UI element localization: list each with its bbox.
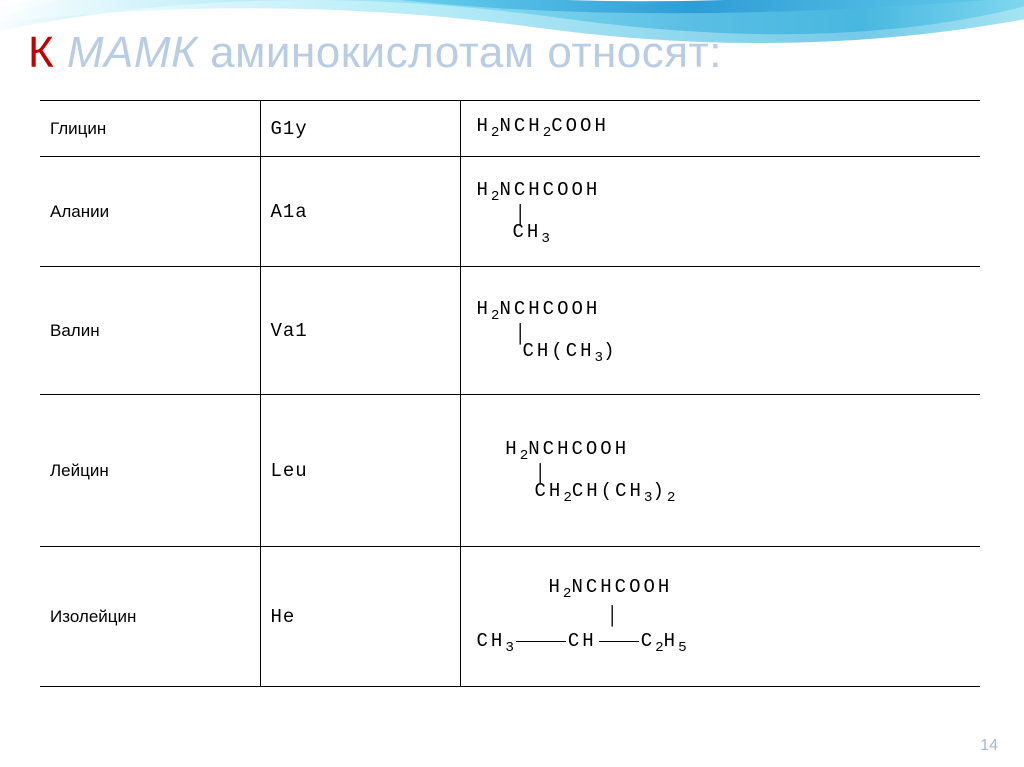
aa-name: Алании — [40, 157, 260, 267]
aa-code: Не — [260, 547, 460, 687]
aa-formula: H2NCH2COOH — [460, 101, 980, 157]
table-row: Валин Va1 H2NCHCOOH │ CH(CH3) — [40, 267, 980, 395]
aa-name: Лейцин — [40, 395, 260, 547]
aa-code: Leu — [260, 395, 460, 547]
page-number: 14 — [980, 737, 998, 755]
table-row: Изолейцин Не H2NCHCOOH │ CH3CHC2H5 — [40, 547, 980, 687]
aa-code: Va1 — [260, 267, 460, 395]
slide-title: К МАМК аминокислотам относят: — [28, 28, 722, 78]
table-row: Глицин G1y H2NCH2COOH — [40, 101, 980, 157]
aa-name: Валин — [40, 267, 260, 395]
title-part-k: К — [28, 28, 67, 77]
title-part-mamk: МАМК — [67, 28, 210, 77]
table-row: Лейцин Leu H2NCHCOOH │ CH2CH(CH3)2 — [40, 395, 980, 547]
aa-formula: H2NCHCOOH │ CH(CH3) — [460, 267, 980, 395]
amino-acid-table: Глицин G1y H2NCH2COOH Алании A1a H2NCHCO… — [40, 100, 980, 687]
title-part-rest: аминокислотам относят: — [210, 28, 722, 77]
aa-formula: H2NCHCOOH │ CH3CHC2H5 — [460, 547, 980, 687]
aa-formula: H2NCHCOOH │ CH3 — [460, 157, 980, 267]
aa-formula: H2NCHCOOH │ CH2CH(CH3)2 — [460, 395, 980, 547]
table-row: Алании A1a H2NCHCOOH │ CH3 — [40, 157, 980, 267]
aa-code: G1y — [260, 101, 460, 157]
aa-name: Глицин — [40, 101, 260, 157]
aa-name: Изолейцин — [40, 547, 260, 687]
aa-code: A1a — [260, 157, 460, 267]
